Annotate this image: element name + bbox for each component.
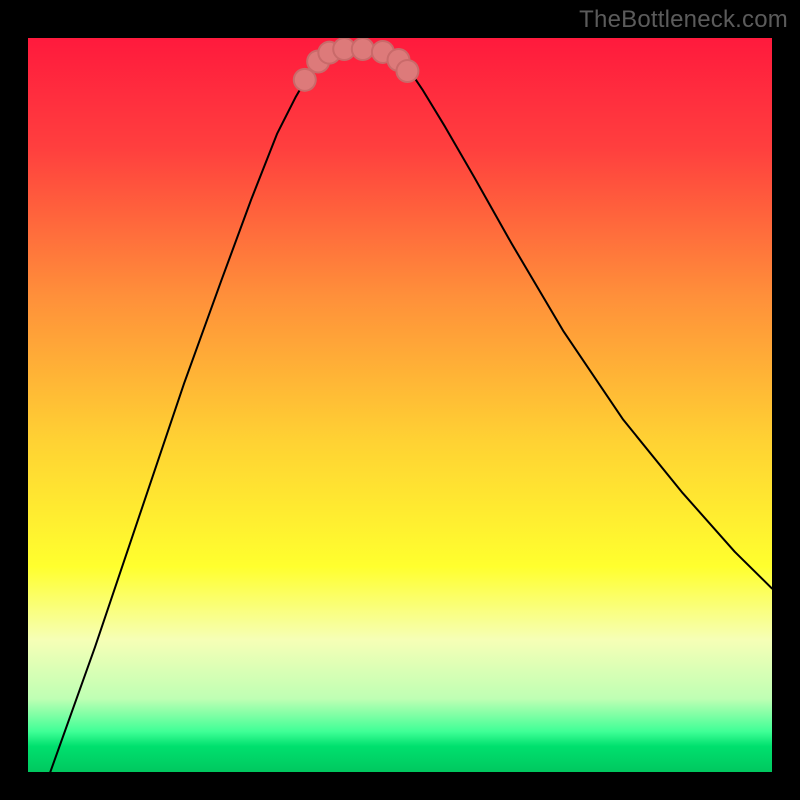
- marker-dot-inner: [397, 61, 417, 81]
- marker-dot-inner: [353, 39, 373, 59]
- chart-frame: TheBottleneck.com: [0, 0, 800, 800]
- bottleneck-chart: [0, 0, 800, 800]
- marker-dot-inner: [295, 70, 315, 90]
- border-bottom: [0, 772, 800, 800]
- border-left: [0, 0, 28, 800]
- source-watermark: TheBottleneck.com: [579, 6, 788, 34]
- plot-background: [28, 38, 772, 772]
- border-right: [772, 0, 800, 800]
